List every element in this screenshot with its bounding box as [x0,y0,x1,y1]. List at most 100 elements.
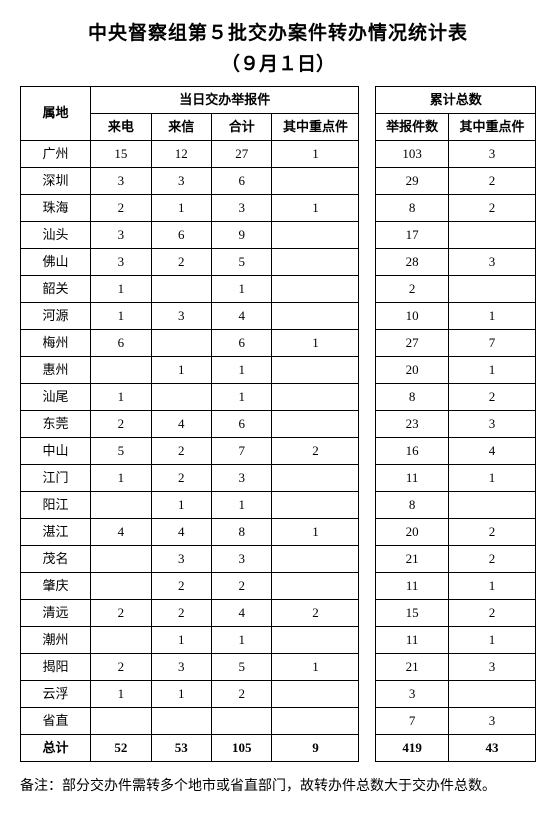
cell-sum: 1 [211,627,271,654]
cell-letters: 2 [151,438,211,465]
cell-letters: 4 [151,411,211,438]
cell-gap [359,492,376,519]
cell-key_daily: 1 [272,519,359,546]
cell-letters: 1 [151,195,211,222]
cell-sum: 8 [211,519,271,546]
table-row: 梅州661277 [21,330,536,357]
cell-region: 江门 [21,465,91,492]
cell-calls [91,627,151,654]
cell-key_total [448,492,535,519]
table-row: 中山5272164 [21,438,536,465]
cell-letters: 3 [151,303,211,330]
cell-key_total: 2 [448,168,535,195]
cell-region: 广州 [21,141,91,168]
cell-region: 汕头 [21,222,91,249]
col-daily-group: 当日交办举报件 [91,87,359,114]
cell-gap [359,330,376,357]
cell-reports: 20 [376,357,449,384]
cell-region: 省直 [21,708,91,735]
table-row: 广州15122711033 [21,141,536,168]
cell-reports: 21 [376,546,449,573]
page-subtitle: （９月１日） [20,49,536,76]
cell-key_total [448,222,535,249]
cell-key_total: 3 [448,708,535,735]
table-row: 潮州11111 [21,627,536,654]
cell-key_total: 43 [448,735,535,762]
cell-reports: 27 [376,330,449,357]
col-sum: 合计 [211,114,271,141]
cell-gap [359,573,376,600]
cell-reports: 28 [376,249,449,276]
table-row: 珠海213182 [21,195,536,222]
cell-sum: 2 [211,573,271,600]
cell-reports: 21 [376,654,449,681]
table-row: 汕尾1182 [21,384,536,411]
cell-calls: 1 [91,384,151,411]
cell-calls [91,546,151,573]
cell-gap [359,222,376,249]
table-row: 深圳336292 [21,168,536,195]
cell-reports: 17 [376,222,449,249]
cell-sum: 1 [211,384,271,411]
cell-sum: 1 [211,357,271,384]
cell-region: 中山 [21,438,91,465]
cell-gap [359,708,376,735]
cell-letters: 2 [151,573,211,600]
cell-region: 揭阳 [21,654,91,681]
cell-region: 深圳 [21,168,91,195]
cell-letters: 2 [151,249,211,276]
cell-region: 潮州 [21,627,91,654]
cell-key_daily [272,411,359,438]
cell-reports: 7 [376,708,449,735]
cell-reports: 3 [376,681,449,708]
cell-sum: 105 [211,735,271,762]
table-row: 河源134101 [21,303,536,330]
cell-key_daily: 1 [272,195,359,222]
cell-region: 总计 [21,735,91,762]
cell-letters: 1 [151,357,211,384]
cell-key_daily [272,276,359,303]
table-row: 东莞246233 [21,411,536,438]
cell-region: 河源 [21,303,91,330]
cell-key_daily: 2 [272,600,359,627]
cell-key_total: 3 [448,411,535,438]
table-row: 江门123111 [21,465,536,492]
col-key-total: 其中重点件 [448,114,535,141]
cell-reports: 11 [376,465,449,492]
cell-key_daily [272,546,359,573]
table-row: 惠州11201 [21,357,536,384]
cell-region: 茂名 [21,546,91,573]
cell-calls: 1 [91,303,151,330]
cell-sum: 2 [211,681,271,708]
cell-sum: 6 [211,168,271,195]
cell-key_total [448,276,535,303]
cell-gap [359,276,376,303]
cell-key_daily [272,681,359,708]
table-row: 清远2242152 [21,600,536,627]
cell-calls [91,357,151,384]
cell-key_total [448,681,535,708]
cell-key_daily [272,573,359,600]
cell-sum: 3 [211,546,271,573]
cell-reports: 8 [376,195,449,222]
col-region: 属地 [21,87,91,141]
cell-letters: 4 [151,519,211,546]
cell-reports: 11 [376,573,449,600]
cell-letters [151,384,211,411]
cell-key_daily: 1 [272,654,359,681]
cell-key_daily [272,627,359,654]
cell-key_daily [272,249,359,276]
cell-key_total: 1 [448,303,535,330]
cell-region: 韶关 [21,276,91,303]
statistics-table: 属地 当日交办举报件 累计总数 来电 来信 合计 其中重点件 举报件数 其中重点… [20,86,536,762]
col-total-group: 累计总数 [376,87,536,114]
cell-key_daily [272,708,359,735]
cell-calls: 2 [91,195,151,222]
cell-reports: 10 [376,303,449,330]
cell-sum: 6 [211,330,271,357]
cell-region: 梅州 [21,330,91,357]
cell-reports: 8 [376,492,449,519]
cell-letters: 2 [151,465,211,492]
cell-gap [359,546,376,573]
cell-calls: 6 [91,330,151,357]
